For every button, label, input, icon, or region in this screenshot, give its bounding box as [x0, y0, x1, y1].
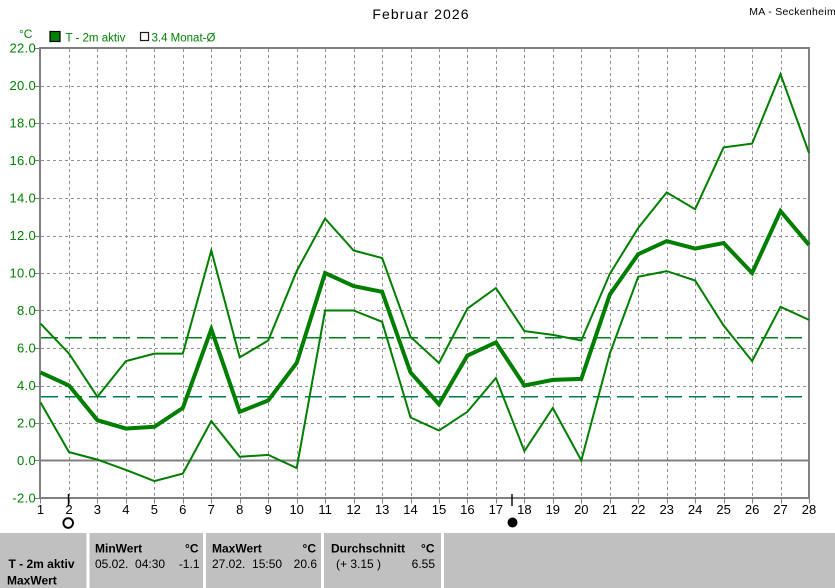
svg-text:3.4 Monat-Ø: 3.4 Monat-Ø [152, 33, 216, 45]
svg-text:14: 14 [403, 502, 417, 517]
svg-text:Durchschnitt: Durchschnitt [331, 542, 405, 556]
svg-text:7: 7 [208, 502, 215, 517]
svg-text:3: 3 [94, 502, 101, 517]
svg-text:T - 2m aktiv: T - 2m aktiv [66, 33, 126, 45]
svg-text:22.0: 22.0 [9, 41, 36, 56]
svg-text:(+ 3.15 ): (+ 3.15 ) [336, 557, 381, 571]
svg-text:0.0: 0.0 [17, 453, 36, 468]
svg-text:20: 20 [574, 502, 588, 517]
svg-text:2: 2 [65, 502, 72, 517]
svg-text:22: 22 [631, 502, 645, 517]
svg-text:19: 19 [546, 502, 560, 517]
svg-text:°C: °C [421, 542, 435, 556]
svg-text:5: 5 [151, 502, 158, 517]
svg-text:10.0: 10.0 [9, 266, 36, 281]
svg-text:6.55: 6.55 [412, 557, 436, 571]
svg-text:°C: °C [303, 542, 317, 556]
svg-text:-2.0: -2.0 [12, 491, 36, 506]
svg-text:23: 23 [659, 502, 673, 517]
svg-text:°C: °C [185, 542, 199, 556]
svg-text:11: 11 [318, 502, 332, 517]
svg-text:18.0: 18.0 [9, 116, 36, 131]
svg-text:MA - Seckenheim: MA - Seckenheim [749, 6, 835, 18]
svg-text:18: 18 [517, 502, 531, 517]
svg-text:10: 10 [289, 502, 303, 517]
svg-text:20.6: 20.6 [294, 557, 318, 571]
svg-text:25: 25 [716, 502, 730, 517]
svg-text:16.0: 16.0 [9, 153, 36, 168]
svg-text:6: 6 [179, 502, 186, 517]
svg-text:28: 28 [802, 502, 816, 517]
svg-text:1: 1 [37, 502, 44, 517]
svg-text:4: 4 [122, 502, 129, 517]
svg-text:8: 8 [236, 502, 243, 517]
svg-text:MinWert: MinWert [95, 542, 142, 556]
svg-text:12: 12 [346, 502, 360, 517]
svg-text:24: 24 [688, 502, 702, 517]
svg-text:-1.1: -1.1 [179, 557, 200, 571]
svg-text:12.0: 12.0 [9, 228, 36, 243]
svg-text:2.0: 2.0 [17, 416, 36, 431]
svg-text:20.0: 20.0 [9, 78, 36, 93]
svg-text:13: 13 [375, 502, 389, 517]
svg-text:Februar 2026: Februar 2026 [372, 6, 469, 22]
svg-text:MaxWert: MaxWert [212, 542, 262, 556]
svg-text:26: 26 [745, 502, 759, 517]
svg-text:16: 16 [460, 502, 474, 517]
svg-text:17: 17 [489, 502, 503, 517]
svg-text:8.0: 8.0 [17, 303, 36, 318]
svg-text:MaxWert: MaxWert [7, 574, 57, 588]
svg-text:T - 2m aktiv: T - 2m aktiv [9, 557, 75, 571]
svg-text:27: 27 [773, 502, 787, 517]
svg-text:15: 15 [432, 502, 446, 517]
svg-text:05.02. 04:30: 05.02. 04:30 [95, 557, 165, 571]
svg-text:9: 9 [265, 502, 272, 517]
svg-text:21: 21 [603, 502, 617, 517]
svg-text:°C: °C [19, 27, 33, 41]
svg-text:27.02. 15:50: 27.02. 15:50 [212, 557, 282, 571]
svg-text:14.0: 14.0 [9, 191, 36, 206]
svg-text:4.0: 4.0 [17, 378, 36, 393]
svg-text:6.0: 6.0 [17, 341, 36, 356]
